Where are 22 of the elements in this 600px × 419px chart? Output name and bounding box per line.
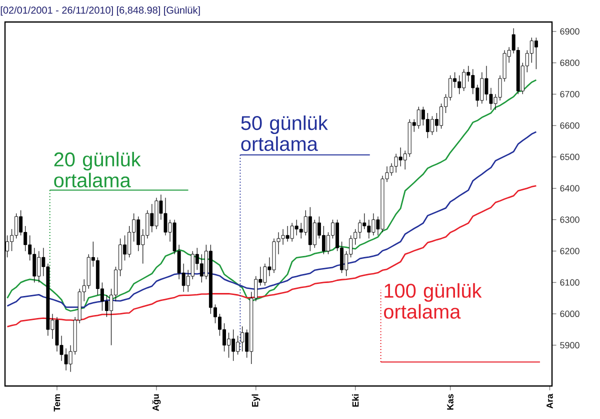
chart-title: [02/01/2001 - 26/11/2010] [6,848.98] [Günlük] xyxy=(0,6,200,16)
y-tick-label: 6900 xyxy=(560,28,580,35)
x-tick-label: Eyl xyxy=(252,394,260,407)
x-tick-label: Tem xyxy=(54,394,60,412)
candlestick xyxy=(534,37,538,70)
y-tick-label: 6100 xyxy=(560,279,580,286)
y-tick-label: 6600 xyxy=(560,122,580,129)
y-tick-label: 6300 xyxy=(560,216,580,223)
y-tick-label: 6800 xyxy=(560,60,580,66)
y-tick-label: 6200 xyxy=(560,248,580,254)
y-tick-label: 6000 xyxy=(560,310,580,318)
y-tick-label: 5900 xyxy=(560,342,580,348)
y-tick-label: 6400 xyxy=(560,185,580,192)
x-tick-label: Eki xyxy=(352,394,359,407)
text: 20 günlük ortalama xyxy=(54,152,141,188)
x-tick-label: Ağu xyxy=(152,394,161,411)
x-tick-label: Ara xyxy=(546,394,553,409)
y-tick-label: 6700 xyxy=(560,90,580,98)
text: 50 günlük ortalama xyxy=(241,115,328,152)
series-label: 100 günlük ortalama xyxy=(384,283,482,319)
y-tick-label: 6500 xyxy=(560,154,580,160)
x-tick-label: Kas xyxy=(447,394,454,410)
